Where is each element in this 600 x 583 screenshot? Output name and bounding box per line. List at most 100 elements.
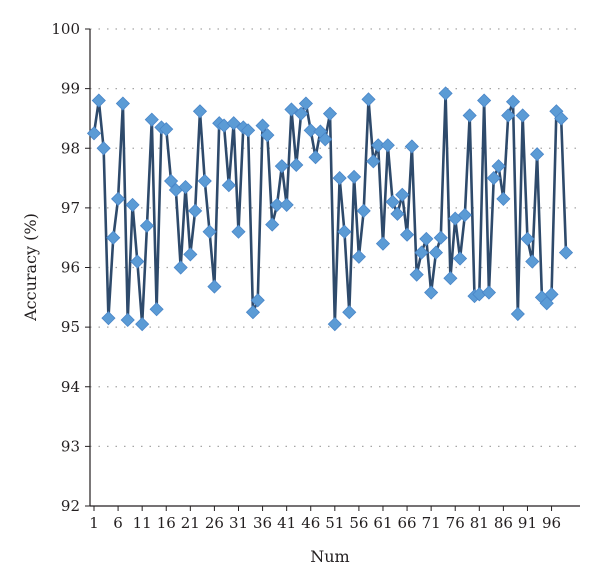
data-point-marker bbox=[332, 170, 347, 186]
y-tick-label: 93 bbox=[61, 437, 80, 455]
data-point-marker bbox=[289, 157, 304, 173]
data-point-marker bbox=[284, 102, 299, 117]
data-point-marker bbox=[144, 112, 159, 127]
data-point-marker bbox=[149, 302, 164, 317]
x-tick-label: 1 bbox=[89, 514, 99, 532]
data-point-marker bbox=[424, 285, 439, 300]
data-point-marker bbox=[159, 122, 174, 137]
y-tick-label: 94 bbox=[61, 378, 80, 396]
x-tick-label: 71 bbox=[422, 514, 441, 532]
data-point-marker bbox=[505, 94, 521, 109]
data-point-marker bbox=[539, 296, 554, 311]
data-point-marker bbox=[419, 231, 434, 246]
data-point-marker bbox=[120, 312, 135, 328]
y-tick-label: 99 bbox=[61, 80, 80, 98]
x-tick-label: 21 bbox=[181, 514, 200, 532]
x-tick-label: 91 bbox=[518, 514, 537, 532]
data-point-marker bbox=[221, 178, 236, 193]
data-point-marker bbox=[544, 287, 559, 302]
data-point-marker bbox=[371, 138, 386, 153]
axes bbox=[85, 28, 580, 511]
data-point-marker bbox=[558, 245, 574, 260]
x-tick-labels: 1 6 11 16 21 26 31 36 41 46 51 56 61 66 71 76 81 86 91 96 bbox=[89, 514, 561, 532]
data-point-marker bbox=[395, 187, 410, 202]
data-point-marker bbox=[115, 96, 130, 111]
data-point-marker bbox=[342, 305, 357, 320]
x-tick-label: 66 bbox=[398, 514, 417, 532]
data-point-marker bbox=[501, 108, 516, 123]
data-point-marker bbox=[356, 203, 371, 218]
data-point-marker bbox=[163, 173, 179, 189]
data-point-marker bbox=[318, 132, 333, 147]
y-axis-title: Accuracy (%) bbox=[21, 213, 40, 322]
data-point-marker bbox=[433, 230, 448, 245]
data-point-marker bbox=[245, 305, 261, 320]
data-point-marker bbox=[351, 249, 366, 264]
data-point-marker bbox=[337, 224, 352, 239]
data-point-marker bbox=[250, 293, 265, 308]
x-tick-label: 61 bbox=[373, 514, 392, 532]
y-tick-label: 100 bbox=[51, 20, 80, 38]
data-point-marker bbox=[96, 141, 111, 156]
series-accuracy bbox=[86, 86, 574, 332]
data-point-marker bbox=[260, 128, 275, 143]
data-point-marker bbox=[91, 93, 106, 108]
data-point-marker bbox=[554, 111, 569, 126]
data-point-marker bbox=[399, 227, 415, 242]
data-point-marker bbox=[130, 254, 145, 269]
data-point-marker bbox=[520, 231, 535, 246]
x-tick-label: 56 bbox=[349, 514, 368, 532]
data-point-marker bbox=[188, 203, 203, 218]
x-tick-label: 96 bbox=[542, 514, 561, 532]
data-point-marker bbox=[327, 317, 342, 332]
data-point-marker bbox=[462, 108, 477, 123]
data-point-marker bbox=[125, 197, 140, 212]
data-point-marker bbox=[101, 311, 116, 326]
data-point-marker bbox=[390, 206, 405, 221]
data-point-marker bbox=[486, 170, 501, 186]
y-tick-labels: 92 93 94 95 96 97 98 99 100 bbox=[51, 20, 80, 515]
data-point-marker bbox=[207, 279, 222, 294]
data-point-marker bbox=[226, 116, 241, 131]
data-point-marker bbox=[106, 230, 121, 245]
data-point-marker bbox=[241, 123, 256, 138]
x-tick-label: 51 bbox=[325, 514, 344, 532]
data-point-marker bbox=[183, 247, 198, 262]
y-tick-label: 95 bbox=[61, 318, 80, 336]
data-point-marker bbox=[231, 224, 246, 239]
x-tick-label: 11 bbox=[133, 514, 152, 532]
data-point-marker bbox=[303, 123, 318, 138]
data-point-marker bbox=[457, 207, 472, 223]
x-tick-label: 76 bbox=[446, 514, 465, 532]
data-point-marker bbox=[135, 317, 150, 332]
data-point-marker bbox=[477, 93, 492, 108]
data-point-marker bbox=[274, 159, 289, 174]
data-point-marker bbox=[308, 150, 323, 165]
data-point-marker bbox=[530, 147, 545, 162]
data-point-marker bbox=[279, 197, 294, 212]
x-tick-label: 26 bbox=[205, 514, 224, 532]
x-tick-label: 86 bbox=[494, 514, 513, 532]
data-point-marker bbox=[443, 271, 458, 286]
data-point-marker bbox=[481, 285, 497, 300]
data-point-marker bbox=[86, 126, 102, 141]
data-point-marker bbox=[525, 254, 540, 269]
data-point-marker bbox=[347, 169, 362, 184]
data-point-marker bbox=[414, 245, 429, 260]
data-point-marker bbox=[491, 159, 506, 174]
data-point-marker bbox=[438, 86, 453, 101]
data-point-marker bbox=[265, 217, 280, 232]
y-tick-label: 96 bbox=[61, 259, 80, 277]
data-point-marker bbox=[428, 245, 444, 260]
y-tick-label: 98 bbox=[61, 139, 80, 157]
x-axis-title: Num bbox=[310, 547, 349, 566]
grid-lines bbox=[90, 28, 580, 447]
data-point-marker bbox=[202, 224, 217, 239]
data-point-marker bbox=[178, 179, 193, 195]
data-point-marker bbox=[361, 92, 376, 107]
x-tick-label: 16 bbox=[157, 514, 176, 532]
data-point-marker bbox=[452, 251, 468, 266]
data-point-marker bbox=[197, 173, 212, 189]
x-tick-label: 41 bbox=[277, 514, 296, 532]
